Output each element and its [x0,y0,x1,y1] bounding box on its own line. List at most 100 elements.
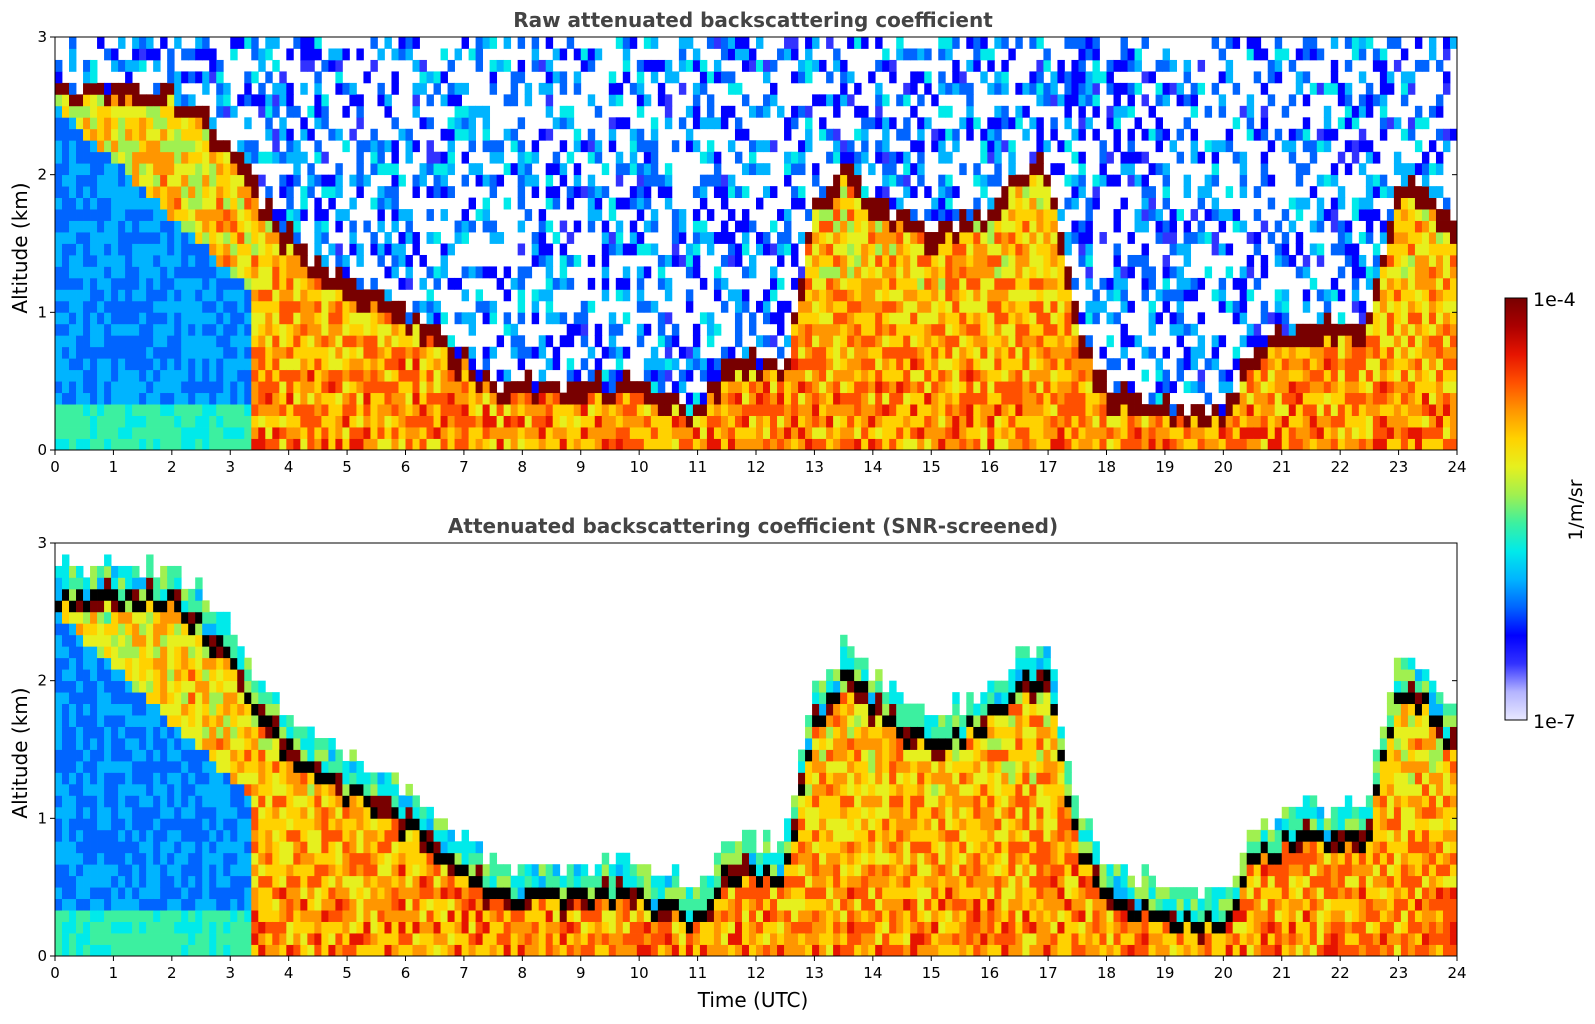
heatmap-cell [728,393,735,405]
heatmap-cell [658,60,665,72]
heatmap-cell [1092,404,1099,416]
heatmap-cell [609,209,616,221]
heatmap-cell [118,289,125,301]
heatmap-cell [588,416,595,428]
heatmap-cell [1029,324,1036,336]
heatmap-cell [1345,358,1352,370]
heatmap-cell [328,129,335,141]
heatmap-cell [1233,358,1240,370]
heatmap-cell [1219,439,1226,451]
heatmap-cell [917,289,924,301]
heatmap-cell [665,163,672,175]
heatmap-cell [293,439,300,451]
heatmap-cell [1092,48,1099,60]
heatmap-cell [406,335,413,347]
heatmap-cell [434,393,441,405]
heatmap-cell [847,370,854,382]
heatmap-cell [279,129,286,141]
heatmap-cell [1205,186,1212,198]
heatmap-cell [1191,427,1198,439]
heatmap-cell [1254,439,1261,451]
heatmap-cell [363,439,370,451]
heatmap-cell [959,289,966,301]
heatmap-cell [97,140,104,152]
heatmap-cell [1345,370,1352,382]
heatmap-cell [1226,370,1233,382]
heatmap-cell [1324,439,1331,451]
heatmap-cell [1085,301,1092,313]
heatmap-cell [868,312,875,324]
heatmap-cell [609,416,616,428]
heatmap-cell [314,347,321,359]
heatmap-cell [181,312,188,324]
heatmap-cell [160,347,167,359]
heatmap-cell [391,324,398,336]
heatmap-cell [714,37,721,49]
heatmap-cell [1338,186,1345,198]
heatmap-cell [1092,312,1099,324]
heatmap-cell [875,312,882,324]
heatmap-cell [1085,358,1092,370]
heatmap-cell [819,60,826,72]
heatmap-cell [763,335,770,347]
heatmap-cell [994,244,1001,256]
heatmap-cell [1443,83,1450,95]
heatmap-cell [349,324,356,336]
heatmap-cell [1029,289,1036,301]
heatmap-cell [1022,312,1029,324]
heatmap-cell [1310,381,1317,393]
heatmap-cell [903,209,910,221]
heatmap-cell [1064,83,1071,95]
heatmap-cell [952,416,959,428]
heatmap-cell [216,439,223,451]
heatmap-cell [1043,278,1050,290]
heatmap-cell [1078,94,1085,106]
heatmap-cell [602,347,609,359]
heatmap-cell [1387,404,1394,416]
heatmap-cell [1022,427,1029,439]
heatmap-cell [448,439,455,451]
heatmap-cell [251,152,258,164]
heatmap-cell [377,358,384,370]
heatmap-cell [1078,71,1085,83]
heatmap-cell [1050,358,1057,370]
heatmap-cell [413,106,420,118]
heatmap-cell [602,232,609,244]
heatmap-cell [272,404,279,416]
heatmap-cell [265,289,272,301]
heatmap-cell [938,289,945,301]
heatmap-cell [265,152,272,164]
heatmap-cell [209,427,216,439]
heatmap-cell [1422,175,1429,187]
heatmap-cell [1317,129,1324,141]
heatmap-cell [1429,358,1436,370]
heatmap-cell [244,439,251,451]
heatmap-cell [889,312,896,324]
heatmap-cell [1142,439,1149,451]
heatmap-cell [1114,393,1121,405]
heatmap-cell [812,347,819,359]
heatmap-cell [1352,117,1359,129]
heatmap-cell [812,232,819,244]
heatmap-cell [539,83,546,95]
heatmap-cell [574,186,581,198]
heatmap-cell [265,209,272,221]
heatmap-cell [910,48,917,60]
heatmap-cell [167,129,174,141]
heatmap-cell [1394,301,1401,313]
heatmap-cell [1022,358,1029,370]
heatmap-cell [868,439,875,451]
heatmap-cell [707,106,714,118]
heatmap-cell [391,266,398,278]
heatmap-cell [1394,347,1401,359]
heatmap-cell [1331,244,1338,256]
heatmap-cell [1107,278,1114,290]
heatmap-cell [623,416,630,428]
heatmap-cell [686,347,693,359]
heatmap-cell [756,140,763,152]
heatmap-cell [1057,381,1064,393]
heatmap-cell [209,301,216,313]
heatmap-cell [840,404,847,416]
heatmap-cell [854,266,861,278]
heatmap-cell [174,335,181,347]
